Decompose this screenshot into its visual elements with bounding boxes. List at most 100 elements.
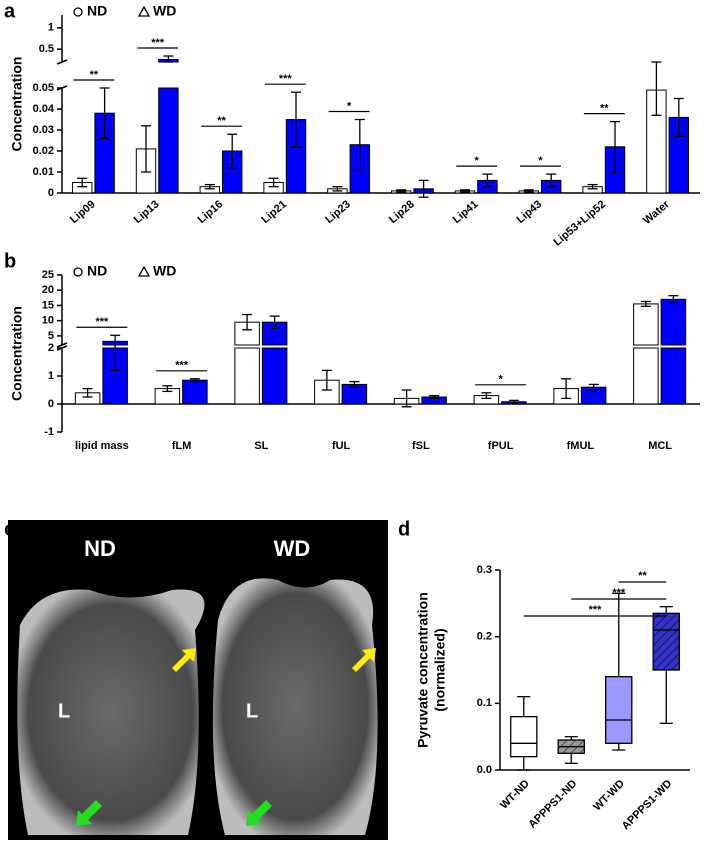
bar <box>182 379 208 405</box>
x-tick-label: fLM <box>172 440 192 452</box>
y-tick-label: 1 <box>48 370 54 382</box>
arrow <box>172 648 196 672</box>
arrow <box>246 800 272 826</box>
significance-label: *** <box>151 37 165 49</box>
bar <box>660 347 687 405</box>
x-tick-label: fUL <box>332 440 351 452</box>
legend-marker <box>137 5 151 17</box>
legend-marker <box>73 267 83 277</box>
y-axis-title: Concentration <box>9 57 25 152</box>
box <box>652 612 680 671</box>
significance-label: *** <box>95 316 109 328</box>
significance-label: ** <box>600 103 609 115</box>
x-tick-label: WT-ND <box>498 778 532 812</box>
bar <box>158 87 179 194</box>
x-tick-label: Lip53+Lip52 <box>551 198 608 248</box>
y-tick-label: 0.2 <box>477 631 492 643</box>
mri-panel: ND WD L L <box>8 520 388 840</box>
x-tick-label: Lip41 <box>451 198 481 226</box>
significance-label: * <box>475 155 480 167</box>
box <box>510 716 538 758</box>
x-tick-label: MCL <box>648 440 672 452</box>
y-tick-label: 0.01 <box>33 166 54 178</box>
mri-body <box>212 578 378 835</box>
axis-break <box>56 59 68 65</box>
arrow <box>352 648 376 672</box>
legend-label: ND <box>87 3 107 19</box>
y-tick-label: 2 <box>48 342 54 354</box>
mri-marker: L <box>246 700 258 722</box>
panel-label: d <box>398 518 410 540</box>
legend-label: ND <box>87 263 107 279</box>
bar <box>660 298 687 346</box>
y-tick-label: 10 <box>42 315 54 327</box>
y-tick-label: 25 <box>42 269 54 281</box>
mri-body <box>17 589 205 835</box>
y-tick-label: 15 <box>42 299 54 311</box>
y-tick-label: -1 <box>44 426 54 438</box>
y-axis-title: (normalized) <box>432 628 448 711</box>
legend-marker <box>73 7 83 17</box>
mri-title: WD <box>274 536 311 561</box>
y-tick-label: 1 <box>48 22 54 34</box>
y-tick-label: 0.0 <box>477 764 492 776</box>
axis-break <box>56 345 68 351</box>
y-tick-label: 0 <box>48 187 54 199</box>
x-tick-label: Water <box>641 198 672 227</box>
y-tick-label: 0.02 <box>33 145 54 157</box>
mri-marker: L <box>58 700 70 722</box>
y-tick-label: 0.3 <box>477 564 492 576</box>
significance-label: *** <box>589 604 603 616</box>
y-axis-title: Pyruvate concentration <box>415 592 431 748</box>
panel-label: a <box>4 0 16 22</box>
legend-marker <box>137 265 151 277</box>
significance-label: ** <box>638 570 647 582</box>
x-tick-label: lipid mass <box>75 440 129 452</box>
box <box>605 676 633 744</box>
panel-label: b <box>4 250 16 272</box>
significance-label: *** <box>612 587 626 599</box>
x-tick-label: fSL <box>412 440 430 452</box>
y-tick-label: 0.1 <box>477 697 492 709</box>
y-tick-label: 20 <box>42 284 54 296</box>
x-tick-label: fPUL <box>488 440 514 452</box>
significance-label: * <box>498 374 503 386</box>
bar <box>633 347 659 405</box>
y-tick-label: 0.5 <box>39 43 54 55</box>
x-tick-label: Lip43 <box>515 198 545 226</box>
x-tick-label: Lip28 <box>387 198 417 226</box>
arrow <box>76 800 102 826</box>
significance-label: *** <box>175 360 189 372</box>
x-tick-label: Lip13 <box>132 198 162 226</box>
x-tick-label: Lip21 <box>259 198 289 226</box>
y-tick-label: 0 <box>48 398 54 410</box>
x-tick-label: WT-WD <box>591 778 627 814</box>
bar <box>261 347 288 405</box>
y-axis-title: Concentration <box>9 306 25 401</box>
significance-label: * <box>347 100 352 112</box>
x-tick-label: Lip16 <box>196 198 226 226</box>
axis-break <box>56 342 68 348</box>
significance-label: * <box>538 155 543 167</box>
legend-label: WD <box>153 3 176 19</box>
legend-label: WD <box>153 263 176 279</box>
x-tick-label: Lip23 <box>323 198 353 226</box>
axis-break <box>56 85 68 91</box>
x-tick-label: APPPS1-WD <box>620 778 675 833</box>
x-tick-label: SL <box>254 440 268 452</box>
significance-label: ** <box>217 115 226 127</box>
bar <box>234 347 260 405</box>
mri-title: ND <box>84 536 116 561</box>
significance-label: ** <box>90 69 99 81</box>
x-tick-label: Lip09 <box>68 198 98 226</box>
y-tick-label: 0.03 <box>33 124 54 136</box>
x-tick-label: fMUL <box>567 440 595 452</box>
bar <box>633 303 659 346</box>
x-tick-label: APPPS1-ND <box>526 778 579 831</box>
y-tick-label: 0.05 <box>33 82 54 94</box>
y-tick-label: 0.04 <box>33 103 55 115</box>
significance-label: *** <box>279 73 293 85</box>
y-tick-label: 5 <box>48 330 54 342</box>
